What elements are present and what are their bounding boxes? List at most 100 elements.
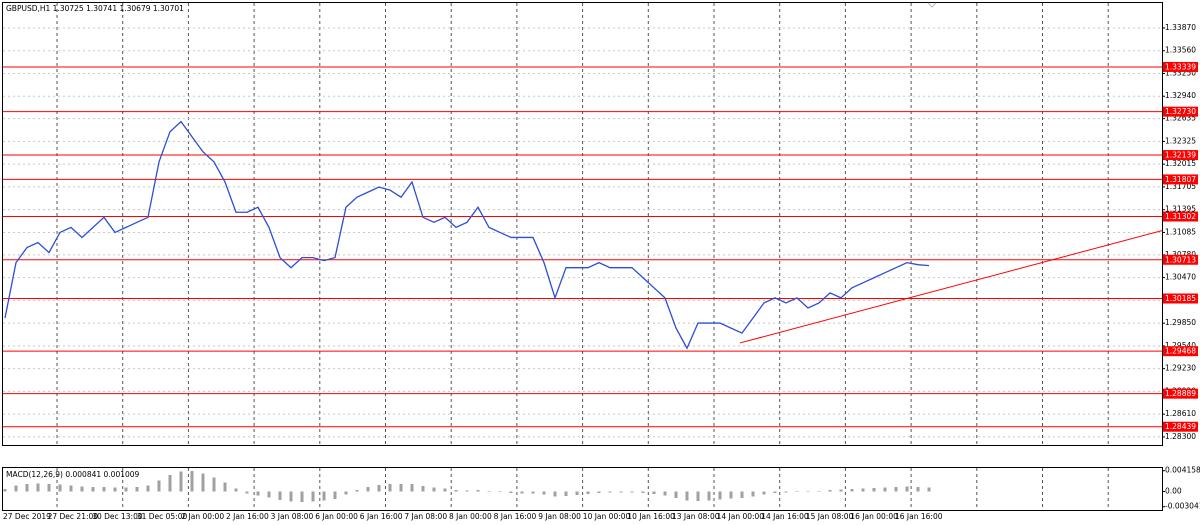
macd-bar	[135, 487, 139, 492]
macd-bar	[487, 491, 491, 492]
y-tick-label: 1.29540	[1165, 341, 1196, 350]
macd-bar	[3, 489, 7, 492]
x-tick-label: 10 Jan 00:00	[583, 512, 631, 521]
macd-bar	[597, 491, 601, 493]
macd-tick-label: -0.003041	[1165, 502, 1200, 511]
y-tick-label: 1.33250	[1165, 68, 1196, 77]
macd-bar	[454, 490, 458, 492]
trend-line	[739, 230, 1163, 344]
macd-bar	[531, 491, 535, 494]
macd-bar	[212, 477, 216, 492]
y-tick-label: 1.28610	[1165, 409, 1196, 418]
macd-bar	[905, 486, 909, 492]
macd-bar	[366, 487, 370, 492]
x-tick-label: 16 Jan 00:00	[850, 512, 898, 521]
macd-bar	[465, 490, 469, 492]
level-label: 1.32139	[1165, 151, 1196, 160]
macd-bar	[476, 490, 480, 492]
macd-bar	[740, 491, 744, 498]
x-tick-label: 27 Dec 2019	[3, 512, 51, 521]
macd-bar	[751, 491, 755, 497]
level-label: 1.30713	[1165, 255, 1196, 264]
macd-bar	[608, 491, 612, 493]
macd-bar	[190, 471, 194, 492]
macd-bar	[146, 485, 150, 492]
macd-bar	[322, 491, 326, 501]
y-tick-label: 1.30780	[1165, 250, 1196, 259]
macd-tick-label: 0.004158	[1165, 466, 1200, 475]
y-tick-label: 1.32015	[1165, 159, 1196, 168]
y-tick-label: 1.28300	[1165, 432, 1196, 441]
y-tick-label: 1.30470	[1165, 273, 1196, 282]
price-line	[4, 120, 930, 350]
x-tick-label: 30 Dec 13:00	[92, 512, 143, 521]
macd-bar	[25, 484, 29, 492]
macd-bar	[817, 491, 821, 492]
y-tick-label: 1.29850	[1165, 318, 1196, 327]
macd-bar	[861, 488, 865, 492]
macd-bar	[223, 482, 227, 492]
macd-label: MACD(12,26,9) 0.000841 0.001009	[6, 470, 140, 479]
macd-bar	[58, 484, 62, 492]
macd-bar	[520, 491, 524, 494]
y-tick-label: 1.33870	[1165, 23, 1196, 32]
x-tick-label: 14 Jan 16:00	[761, 512, 809, 521]
y-tick-label: 1.32635	[1165, 114, 1196, 123]
macd-bar	[707, 491, 711, 501]
x-tick-label: 27 Dec 21:00	[48, 512, 99, 521]
macd-bar	[14, 485, 18, 492]
macd-bar	[652, 491, 656, 494]
macd-bar	[102, 487, 106, 492]
y-tick-label: 1.31705	[1165, 182, 1196, 191]
macd-bar	[883, 487, 887, 492]
level-label-box	[1163, 254, 1198, 265]
macd-bar	[795, 491, 799, 492]
x-tick-label: 8 Jan 00:00	[449, 512, 492, 521]
macd-bar	[91, 487, 95, 492]
macd-bar	[916, 487, 920, 492]
macd-bar	[432, 487, 436, 492]
macd-bar	[421, 486, 425, 492]
x-tick-label: 9 Jan 08:00	[538, 512, 581, 521]
macd-bar	[256, 491, 260, 496]
y-tick-label: 1.33560	[1165, 46, 1196, 55]
level-label-box	[1163, 211, 1198, 222]
x-tick-label: 2 Jan 16:00	[226, 512, 269, 521]
macd-bar	[234, 488, 238, 492]
level-label: 1.28889	[1165, 389, 1196, 398]
y-tick-label: 1.31085	[1165, 227, 1196, 236]
macd-bar	[278, 491, 282, 500]
x-tick-label: 10 Jan 16:00	[627, 512, 675, 521]
level-label: 1.33339	[1165, 62, 1196, 71]
macd-bar	[806, 491, 810, 492]
macd-bar	[355, 490, 359, 492]
level-label: 1.32730	[1165, 107, 1196, 116]
level-label-box	[1163, 106, 1198, 117]
level-label-box	[1163, 174, 1198, 185]
macd-bar	[377, 485, 381, 492]
level-label-box	[1163, 346, 1198, 357]
macd-bar	[179, 471, 183, 492]
macd-bar	[564, 491, 568, 496]
x-tick-label: 8 Jan 16:00	[494, 512, 537, 521]
macd-bar	[201, 473, 205, 492]
level-label: 1.29468	[1165, 347, 1196, 356]
macd-bar	[839, 489, 843, 492]
macd-bar	[828, 490, 832, 492]
macd-bar	[927, 487, 931, 492]
macd-panel	[2, 467, 1163, 511]
x-tick-label: 2 Jan 00:00	[181, 512, 224, 521]
macd-bar	[674, 491, 678, 498]
level-label-box	[1163, 61, 1198, 72]
chart-title: GBPUSD,H1 1.30725 1.30741 1.30679 1.3070…	[6, 4, 184, 13]
x-tick-label: 6 Jan 16:00	[360, 512, 403, 521]
macd-bar	[300, 491, 304, 502]
x-tick-label: 14 Jan 00:00	[717, 512, 765, 521]
macd-bar	[872, 488, 876, 492]
macd-bar	[685, 491, 689, 501]
macd-bar	[267, 491, 271, 498]
y-tick-label: 1.32325	[1165, 136, 1196, 145]
macd-bar	[69, 485, 73, 492]
